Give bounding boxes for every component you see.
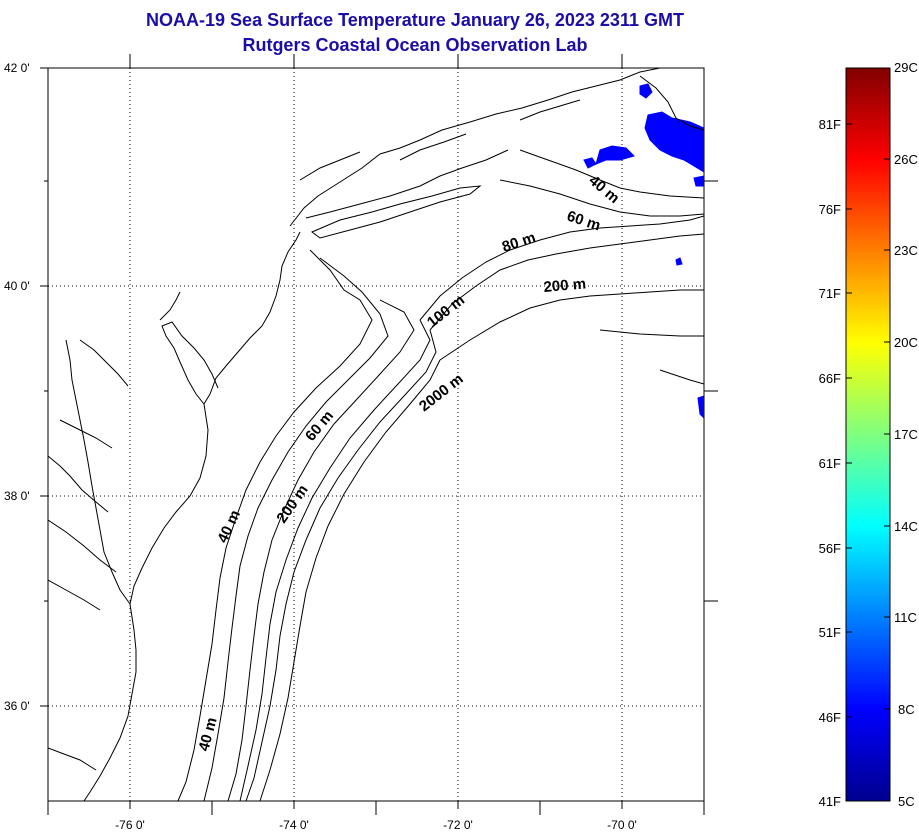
colorbar-c-8: 8C (898, 702, 915, 717)
colorbar-f-66: 66F (819, 371, 841, 386)
lon-label-76: -76 0' (115, 818, 145, 832)
colorbar-f-41: 41F (819, 794, 841, 809)
colorbar-f-61: 61F (819, 456, 841, 471)
map-subtitle: Rutgers Coastal Ocean Observation Lab (242, 35, 588, 55)
lon-label-70: -70 0' (607, 818, 637, 832)
colorbar-c-17: 17C (894, 427, 918, 442)
colorbar-c-14: 14C (894, 519, 918, 534)
lat-label-40: 40 0' (4, 279, 30, 293)
colorbar-f-51: 51F (819, 625, 841, 640)
contour-label-200m-ne: 200 m (543, 275, 587, 296)
colorbar-c-29: 29C (894, 60, 918, 75)
colorbar-f-46: 46F (819, 710, 841, 725)
colorbar-f-81: 81F (819, 117, 841, 132)
map-content: 40 m 60 m 80 m 200 m 100 m 2000 m 60 m 2… (48, 68, 704, 801)
lat-label-36: 36 0' (4, 699, 30, 713)
lon-label-74: -74 0' (279, 818, 309, 832)
colorbar-c-11: 11C (894, 610, 917, 625)
colorbar-c-5: 5C (898, 794, 915, 809)
lon-label-72: -72 0' (443, 818, 473, 832)
colorbar-f-71: 71F (819, 286, 841, 301)
colorbar-c-23: 23C (894, 243, 918, 258)
lat-label-42: 42 0' (4, 61, 30, 75)
sst-data-patches (583, 83, 704, 419)
bathymetry-contours (177, 149, 704, 801)
colorbar-f-76: 76F (819, 202, 841, 217)
map-frame (47, 67, 705, 802)
colorbar-f-56: 56F (819, 541, 841, 556)
colorbar-c-26: 26C (894, 152, 918, 167)
colorbar-c-20: 20C (894, 335, 918, 350)
colorbar-gradient (845, 67, 891, 802)
latitude-labels: 42 0' 40 0' 38 0' 36 0' (4, 61, 30, 713)
lat-label-38: 38 0' (4, 489, 30, 503)
axis-ticks (40, 54, 718, 815)
coastline (48, 68, 704, 801)
colorbar: 29C 26C 23C 20C 17C 14C 11C 8C 5C 81F 76… (819, 60, 918, 809)
longitude-labels: -76 0' -74 0' -72 0' -70 0' (115, 818, 637, 832)
graticule (48, 68, 704, 801)
map-title: NOAA-19 Sea Surface Temperature January … (146, 10, 684, 30)
